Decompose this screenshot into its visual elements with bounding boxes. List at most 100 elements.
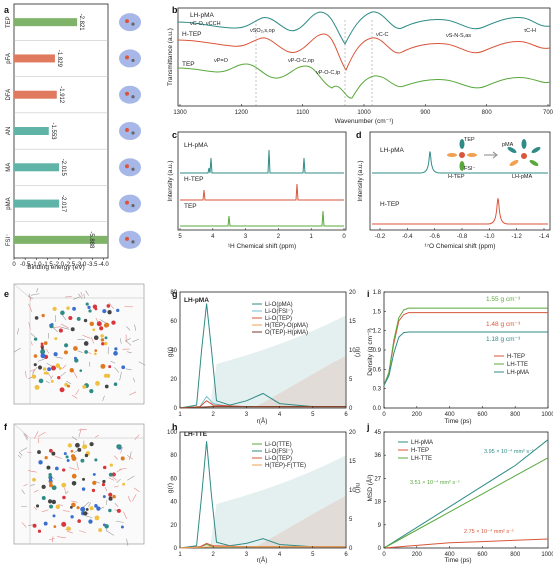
binding-category-1: pFA [6, 53, 12, 64]
molecule-atom-c-0 [131, 22, 135, 26]
nmr-h-lh-pma-line [180, 149, 344, 174]
molecule-atom-c-6 [131, 240, 135, 244]
pe-bond-68 [119, 372, 122, 381]
pe-atom-4 [40, 342, 44, 346]
msd-value-lh-pma: 3.95 × 10⁻⁴ mm² s⁻¹ [484, 448, 534, 455]
nmr-h-tick-label-3: 2 [277, 234, 281, 240]
pf-atom-47 [120, 525, 124, 529]
pe-bond-51 [133, 377, 135, 383]
pe-atom-26 [108, 365, 112, 369]
ph-series-3 [179, 546, 346, 549]
pi-ytick-label-2: 0.6 [373, 367, 382, 373]
pe-bond-30 [27, 295, 33, 299]
ph-ytick-label-1: 20 [170, 523, 177, 529]
ph-xtick-label-3: 4 [278, 552, 282, 558]
panel-i-chart: H-TEP LH-TTE LH-pMA 0 200 400 600 800 1000 0.0 0.3… [373, 290, 553, 418]
pe-atom-45 [66, 306, 70, 310]
pf-atom-89 [52, 514, 56, 518]
pf-atom-50 [69, 506, 73, 509]
panel-h-letter: h [172, 422, 178, 432]
pe-atom-9 [102, 309, 107, 314]
molecule-surface-1 [119, 49, 141, 68]
pi-ytick-label-0: 0.0 [373, 406, 382, 412]
pf-bond-69 [79, 530, 86, 533]
binding-category-3: AN [6, 127, 12, 135]
msd-value-lh-tte: 3.51 × 10⁻⁴ mm² s⁻¹ [410, 479, 460, 486]
pf-bond-10 [104, 487, 108, 492]
pe-atom-78 [49, 323, 52, 327]
pe-atom-6 [41, 313, 45, 318]
panel-h-ylabel: g(r) [167, 483, 174, 493]
pf-bond-59 [64, 487, 67, 495]
pg-nr-area-1 [209, 315, 346, 408]
pg-ytick-label-3: 60 [170, 319, 177, 325]
pe-bond-62 [83, 293, 85, 299]
inset-pma-right [531, 146, 541, 154]
binding-bar-4 [14, 163, 60, 172]
panel-c-letter: c [172, 130, 177, 140]
binding-category-0: TEP [6, 16, 12, 28]
nmr-h-tick-label-0: 5 [178, 234, 182, 240]
pe-bond-22 [45, 380, 50, 384]
pe-atom-55 [63, 350, 68, 355]
pi-ytick-label-4: 1.2 [373, 329, 382, 335]
pg-nr-area-2 [253, 355, 346, 408]
pf-atom-20 [70, 515, 74, 519]
pe-atom-75 [103, 323, 109, 328]
ph-y2tick-label-3: 15 [349, 459, 356, 465]
binding-category-5: pMA [6, 197, 12, 209]
pe-atom-56 [113, 382, 118, 386]
pf-bond-30 [57, 536, 66, 539]
pe-atom-87 [72, 306, 76, 311]
binding-tick-label-0: 0 [12, 262, 16, 268]
pf-bond-58 [23, 483, 28, 487]
msd-value-h-tep: 2.75 × 10⁻⁴ mm² s⁻¹ [464, 528, 514, 535]
pe-atom-27 [99, 326, 104, 331]
nmr-o-tick-label-3: -0.8 [457, 234, 468, 240]
pe-bond-47 [30, 333, 36, 338]
pf-atom-82 [49, 483, 53, 488]
pe-atom-28 [33, 337, 38, 341]
pf-atom-6 [37, 450, 41, 455]
pe-atom-18 [116, 308, 120, 313]
binding-bar-6 [14, 235, 108, 244]
pe-atom-80 [58, 366, 62, 370]
pf-bond-42 [116, 478, 121, 484]
panel-d-ylabel: Intensity (a.u.) [357, 160, 364, 201]
pi-series-1 [383, 307, 548, 386]
binding-tick-label-2: -1.0 [31, 262, 42, 268]
pf-bond-63 [76, 461, 79, 470]
pe-atom-46 [54, 337, 58, 341]
ftir-tick-label-6: 700 [543, 110, 553, 116]
pe-atom-69 [85, 302, 89, 306]
pi-xtick-label-3: 600 [477, 412, 488, 418]
ph-legend-label-1: Li-O(FSI⁻) [265, 449, 293, 455]
ftir-annotation-s-n-s: νS-N-S,as [446, 33, 471, 39]
pf-atom-23 [49, 504, 54, 509]
molecule-atom-c-1 [131, 58, 135, 63]
pe-bond-60 [126, 326, 131, 331]
pj-series-1 [383, 538, 549, 549]
binding-value-0: -2.821 [78, 14, 84, 32]
pg-y2tick-label-2: 10 [349, 348, 356, 354]
pf-atom-1 [47, 499, 53, 504]
pe-atom-57 [96, 321, 102, 327]
pe-atom-84 [107, 310, 112, 315]
inset-arrow-head [492, 151, 498, 159]
pg-legend-label-4: O(TEP)-H(pMA) [265, 330, 308, 336]
pe-bond-55 [102, 395, 105, 402]
pf-atom-46 [108, 496, 113, 501]
pe-atom-51 [68, 315, 73, 321]
binding-bar-3 [14, 127, 49, 135]
pe-atom-66 [70, 327, 75, 332]
pj-ytick-label-2: 18 [374, 500, 381, 506]
pg-legend-label-3: H(TEP)-O(pMA) [265, 323, 308, 329]
panel-e-letter: e [4, 289, 9, 299]
pf-atom-64 [49, 481, 53, 485]
panel-i-letter: i [367, 289, 370, 299]
panel-a-xlabel: Binding energy (eV) [27, 264, 84, 271]
pe-atom-24 [88, 309, 92, 313]
panel-b-chart [177, 7, 551, 107]
ph-frame [179, 431, 347, 549]
